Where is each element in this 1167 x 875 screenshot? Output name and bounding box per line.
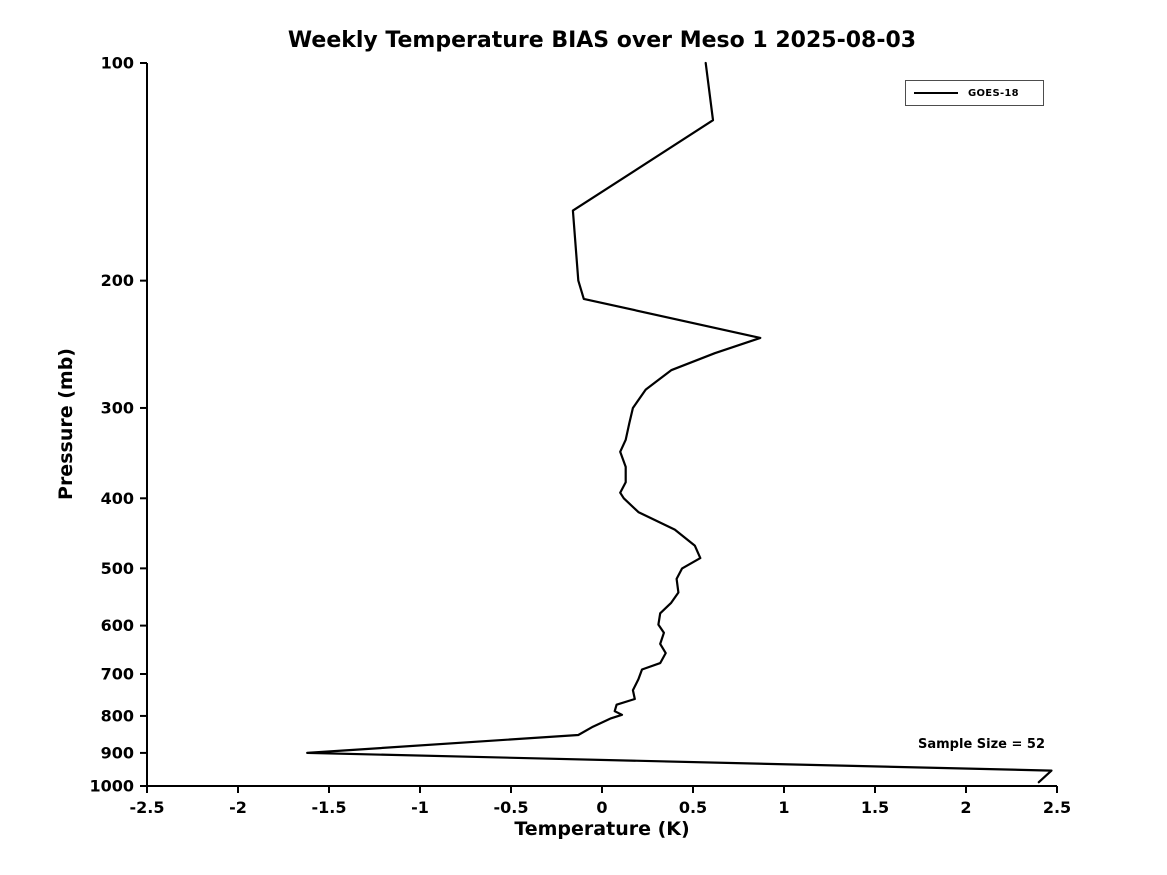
legend-label: GOES-18 <box>968 87 1019 99</box>
y-tick-label: 400 <box>101 489 134 508</box>
x-tick-label: 1.5 <box>861 798 889 817</box>
legend: GOES-18 <box>905 80 1044 106</box>
y-tick-label: 900 <box>101 743 134 762</box>
y-tick-label: 600 <box>101 616 134 635</box>
x-tick-label: 0 <box>596 798 607 817</box>
x-tick-label: -2 <box>229 798 247 817</box>
y-tick-label: 100 <box>101 54 134 73</box>
y-tick-label: 300 <box>101 398 134 417</box>
series-line-goes-18 <box>306 61 1053 784</box>
legend-line-icon <box>914 92 958 94</box>
y-tick-label: 800 <box>101 706 134 725</box>
y-tick-label: 500 <box>101 559 134 578</box>
y-tick-label: 200 <box>101 271 134 290</box>
y-tick-label: 1000 <box>89 777 134 796</box>
y-tick-label: 700 <box>101 665 134 684</box>
x-tick-label: 2 <box>960 798 971 817</box>
x-axis-label: Temperature (K) <box>514 818 690 840</box>
x-tick-label: -1.5 <box>312 798 347 817</box>
chart-title: Weekly Temperature BIAS over Meso 1 2025… <box>287 28 917 53</box>
x-tick-label: 2.5 <box>1043 798 1071 817</box>
x-tick-label: 0.5 <box>679 798 707 817</box>
x-tick-label: -2.5 <box>130 798 165 817</box>
sample-size-annotation: Sample Size = 52 <box>918 737 1046 752</box>
x-tick-label: -0.5 <box>494 798 529 817</box>
x-tick-label: 1 <box>778 798 789 817</box>
x-tick-label: -1 <box>411 798 429 817</box>
